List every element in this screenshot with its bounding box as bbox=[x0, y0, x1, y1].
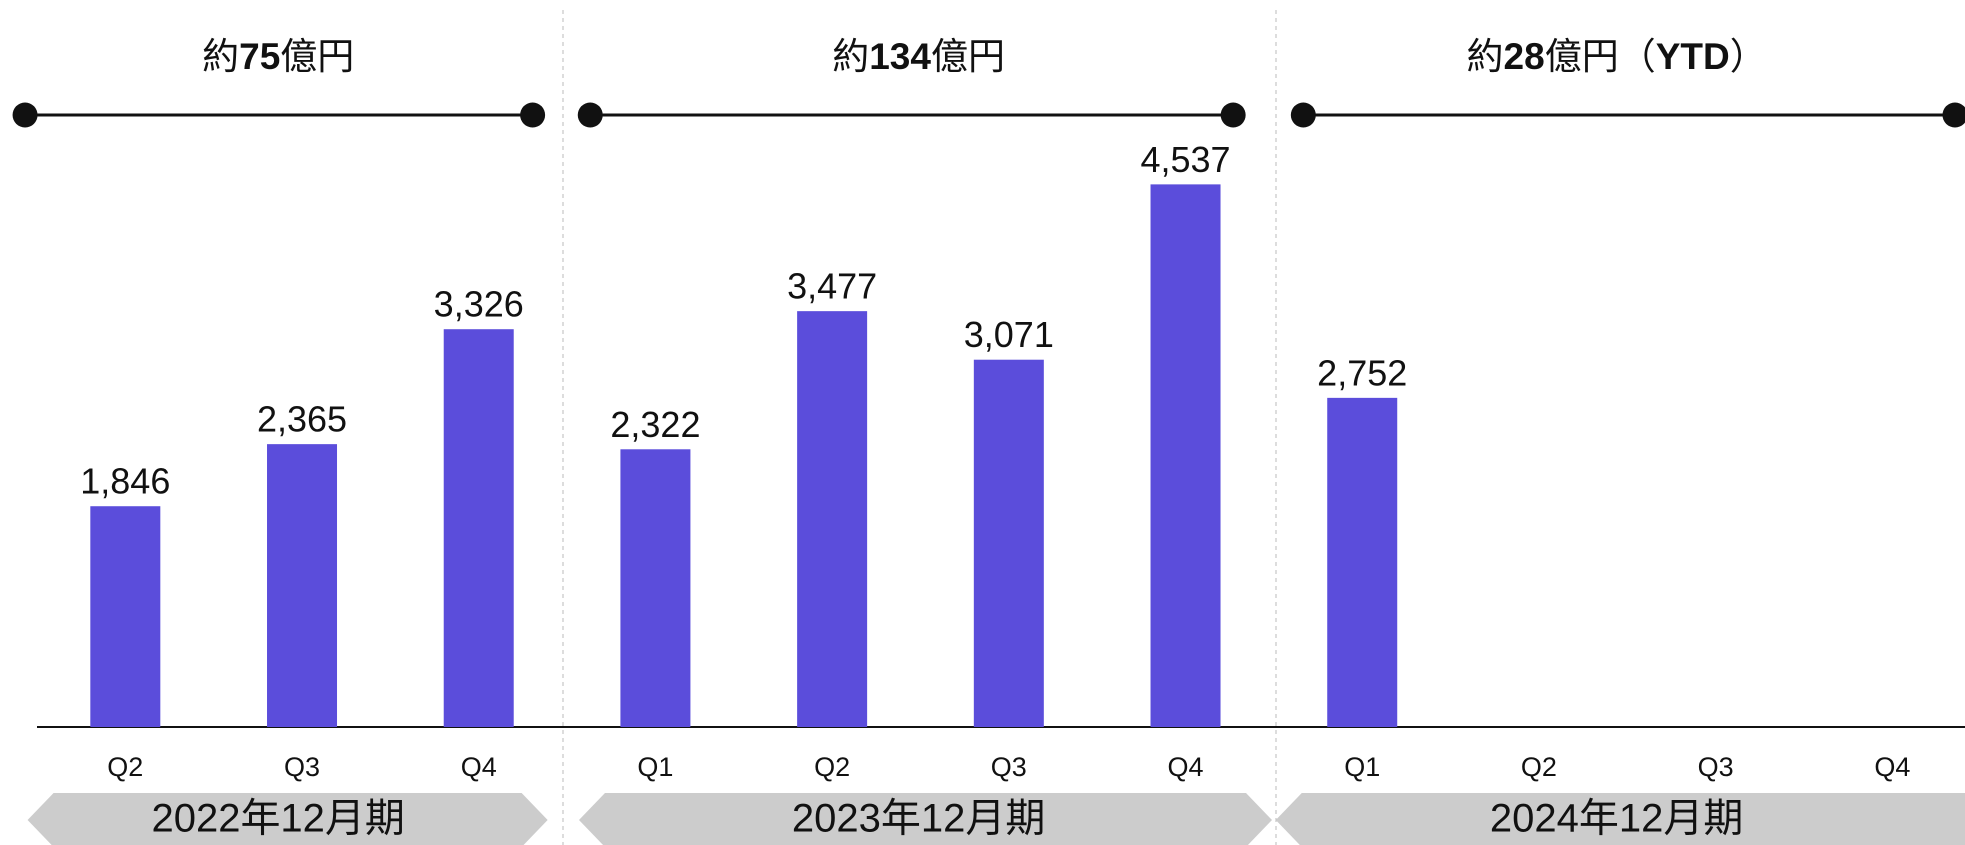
group-total-part: 億円 bbox=[931, 36, 1005, 77]
bar bbox=[443, 329, 514, 727]
group-total-part: 約 bbox=[832, 36, 869, 77]
x-tick-label: Q2 bbox=[814, 752, 850, 782]
value-label: 2,365 bbox=[257, 399, 347, 440]
period-dot bbox=[577, 102, 603, 128]
group-total-part: ） bbox=[1730, 36, 1767, 77]
bar bbox=[620, 449, 691, 727]
period-dot bbox=[1942, 102, 1965, 128]
x-tick-label: Q3 bbox=[1698, 752, 1734, 782]
value-label: 2,752 bbox=[1317, 352, 1407, 393]
group-label: 2022年12月期 bbox=[151, 797, 404, 841]
value-label: 2,322 bbox=[610, 404, 700, 445]
x-tick-label: Q2 bbox=[1521, 752, 1557, 782]
group-label: 2024年12月期 bbox=[1490, 797, 1743, 841]
group-banner bbox=[1275, 793, 1965, 845]
bar bbox=[1327, 397, 1398, 727]
bar bbox=[267, 444, 338, 727]
group-total: 約28億円（YTD） bbox=[1467, 36, 1767, 77]
bar bbox=[797, 311, 868, 727]
x-tick-label: Q4 bbox=[1168, 752, 1204, 782]
period-dot bbox=[1220, 102, 1246, 128]
x-tick-label: Q1 bbox=[1344, 752, 1380, 782]
value-label: 3,326 bbox=[434, 284, 524, 325]
period-dot bbox=[1290, 102, 1316, 128]
group-total-part: 75 bbox=[239, 36, 280, 77]
x-tick-label: Q4 bbox=[461, 752, 497, 782]
value-label: 3,477 bbox=[787, 266, 877, 307]
value-label: 3,071 bbox=[964, 314, 1054, 355]
x-tick-label: Q2 bbox=[107, 752, 143, 782]
group-total: 約75億円 bbox=[202, 36, 354, 77]
period-dot bbox=[520, 102, 546, 128]
group-total-part: 億円 bbox=[280, 36, 354, 77]
period-dot bbox=[12, 102, 38, 128]
group-total-part: 28 bbox=[1504, 36, 1545, 77]
group-total-part: YTD bbox=[1656, 36, 1730, 77]
bar bbox=[1150, 184, 1221, 727]
value-label: 1,846 bbox=[80, 461, 170, 502]
group-total-part: 134 bbox=[869, 36, 931, 77]
bar bbox=[973, 359, 1044, 727]
x-tick-label: Q3 bbox=[284, 752, 320, 782]
x-tick-label: Q1 bbox=[637, 752, 673, 782]
bar bbox=[90, 506, 161, 727]
group-total-part: 約 bbox=[202, 36, 239, 77]
group-total-part: 約 bbox=[1467, 36, 1504, 77]
group-total: 約134億円 bbox=[832, 36, 1005, 77]
value-label: 4,537 bbox=[1140, 139, 1230, 180]
x-tick-label: Q4 bbox=[1874, 752, 1910, 782]
group-total-part: 億円（ bbox=[1545, 36, 1656, 77]
group-label: 2023年12月期 bbox=[792, 797, 1045, 841]
x-tick-label: Q3 bbox=[991, 752, 1027, 782]
group-banner bbox=[578, 793, 1272, 845]
group-banner bbox=[27, 793, 548, 845]
